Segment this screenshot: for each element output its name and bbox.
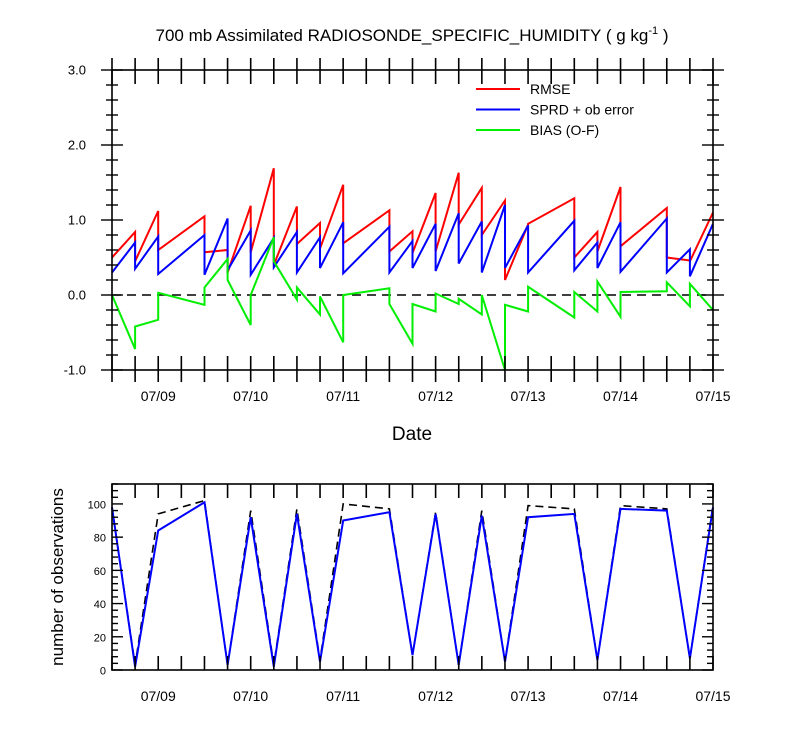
chart-title-units: ( g kg bbox=[606, 26, 649, 45]
legend-label: SPRD + ob error bbox=[530, 102, 634, 118]
plot-frame bbox=[111, 483, 714, 671]
y-tick-label: 1.0 bbox=[68, 213, 86, 228]
y-tick-label: 60 bbox=[94, 566, 106, 578]
x-tick-label: 07/11 bbox=[326, 688, 360, 704]
x-tick-label: 07/15 bbox=[695, 388, 730, 404]
x-tick-label: 07/10 bbox=[233, 688, 268, 704]
chart-title-main: 700 mb Assimilated RADIOSONDE_SPECIFIC_H… bbox=[155, 26, 601, 45]
y-tick-label: 20 bbox=[94, 632, 106, 644]
x-tick-label: 07/14 bbox=[603, 688, 638, 704]
y-tick-label: 0.0 bbox=[68, 288, 86, 303]
legend: RMSE SPRD + ob error BIAS (O-F) bbox=[476, 81, 634, 138]
legend-label: RMSE bbox=[530, 81, 570, 97]
series-line-plot1-series-1 bbox=[111, 500, 714, 667]
y-tick-label: 0 bbox=[100, 666, 106, 678]
top-plot: 07/09 07/10 07/11 07/12 07/13 07/14 07/15 -1.0 0… bbox=[64, 58, 731, 404]
bottom-plot: 07/09 07/10 07/11 07/12 07/13 07/14 07/15 0 20 40… bbox=[88, 483, 731, 704]
x-tick-label: 07/10 bbox=[233, 388, 268, 404]
x-tick-label: 07/12 bbox=[418, 388, 453, 404]
series-line-bias-o-f bbox=[111, 236, 714, 371]
x-tick-label: 07/09 bbox=[141, 688, 176, 704]
series-line-sprd-ob-error bbox=[111, 204, 714, 279]
y-tick-label: 40 bbox=[94, 599, 106, 611]
chart-title-units-close: ) bbox=[658, 26, 668, 45]
x-tick-label: 07/12 bbox=[418, 688, 453, 704]
x-tick-label: 07/11 bbox=[326, 388, 360, 404]
x-tick-label: 07/14 bbox=[603, 388, 638, 404]
y-tick-label: 2.0 bbox=[68, 138, 86, 153]
legend-label: BIAS (O-F) bbox=[530, 122, 599, 138]
chart-title: 700 mb Assimilated RADIOSONDE_SPECIFIC_H… bbox=[155, 25, 668, 45]
x-tick-label: 07/15 bbox=[695, 688, 730, 704]
y-tick-label: 3.0 bbox=[68, 63, 86, 78]
y-tick-label: -1.0 bbox=[64, 363, 86, 378]
y-tick-label: 100 bbox=[88, 499, 106, 511]
x-axis-label: Date bbox=[392, 424, 432, 445]
x-tick-label: 07/09 bbox=[141, 388, 176, 404]
series-line-plot1-series-0 bbox=[111, 499, 714, 666]
y-tick-label: 80 bbox=[94, 533, 106, 545]
x-tick-label: 07/13 bbox=[511, 688, 546, 704]
chart-title-units-exp: -1 bbox=[648, 25, 658, 37]
x-tick-label: 07/13 bbox=[511, 388, 546, 404]
y-axis-label-observations: number of observations bbox=[48, 488, 67, 666]
